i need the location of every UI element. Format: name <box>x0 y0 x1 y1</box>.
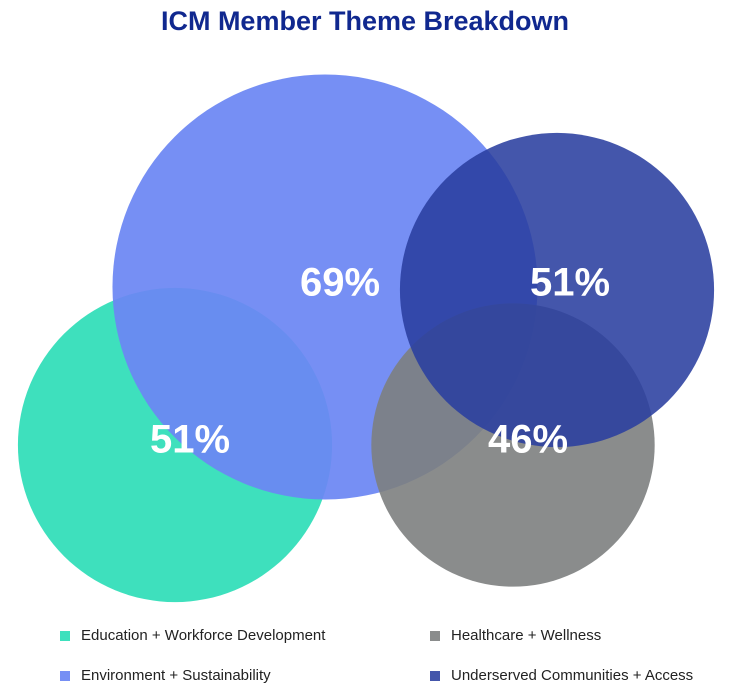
value-label: 51% <box>530 261 610 305</box>
legend-swatch <box>60 631 70 641</box>
value-label: 69% <box>300 261 380 305</box>
legend-swatch <box>60 671 70 681</box>
legend-label: Education + Workforce Development <box>81 627 326 644</box>
legend-label: Environment + Sustainability <box>81 667 271 684</box>
value-label: 51% <box>150 418 230 462</box>
venn-circle <box>399 132 715 448</box>
legend-swatch <box>430 631 440 641</box>
circles <box>17 74 715 603</box>
legend-label: Underserved Communities + Access <box>451 667 693 684</box>
legend: Education + Workforce Development Environ… <box>60 627 693 684</box>
legend-swatch <box>430 671 440 681</box>
value-label: 46% <box>488 418 568 462</box>
value-labels: 51% 69% 46% 51% <box>150 261 610 462</box>
chart-title: ICM Member Theme Breakdown <box>161 6 569 36</box>
legend-label: Healthcare + Wellness <box>451 627 601 644</box>
